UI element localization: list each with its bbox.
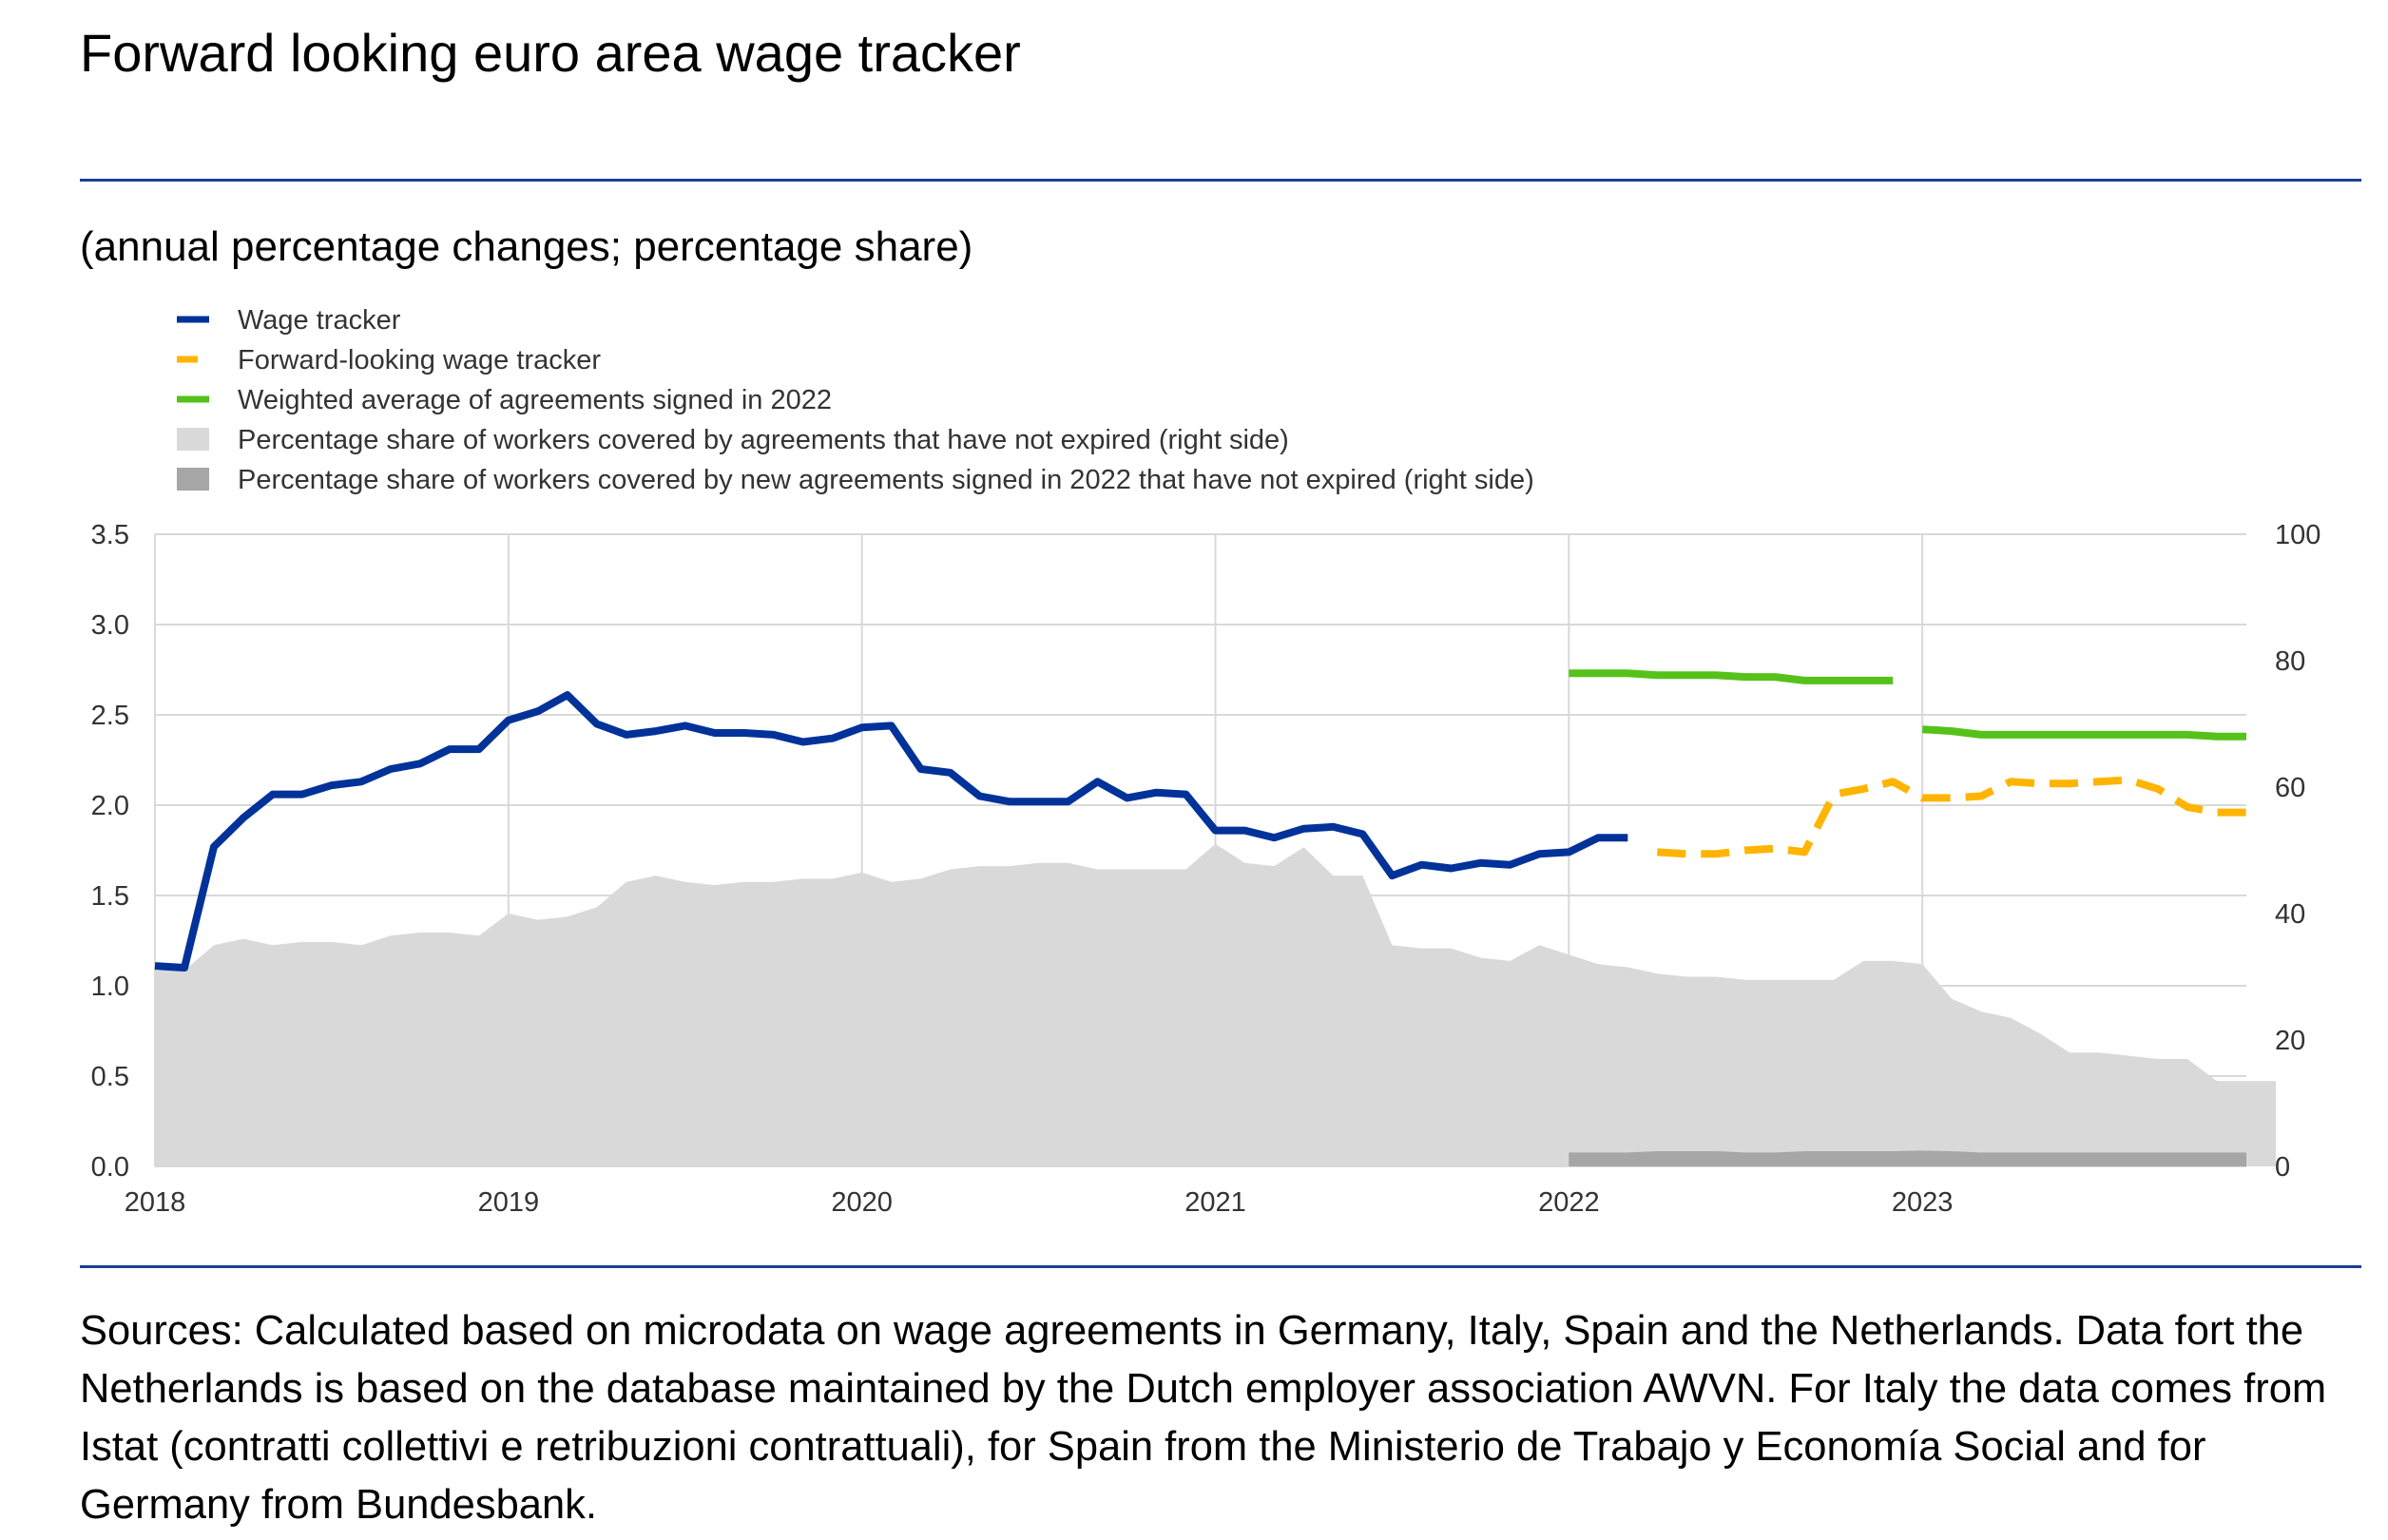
legend-swatch — [177, 428, 209, 451]
legend-swatch — [177, 468, 209, 491]
right-tick-label: 60 — [2275, 773, 2305, 803]
chart-title: Forward looking euro area wage tracker — [80, 23, 1021, 83]
left-tick-label: 3.0 — [91, 610, 129, 641]
right-tick-label: 100 — [2275, 520, 2321, 550]
left-tick-label: 2.5 — [91, 701, 129, 731]
line-series-1 — [1657, 776, 2246, 858]
right-tick-label: 0 — [2275, 1152, 2290, 1183]
legend-label: Percentage share of workers covered by a… — [238, 425, 1289, 455]
x-tick-label: 2021 — [1184, 1187, 1246, 1218]
area-series-5 — [1569, 1150, 2246, 1166]
x-tick-label: 2020 — [831, 1187, 893, 1218]
wage-tracker-chart: Wage tracker Forward-looking wage tracker… — [91, 305, 2321, 1218]
left-tick-label: 0.0 — [91, 1152, 129, 1183]
line-series-2 — [1569, 669, 1894, 684]
left-tick-label: 0.5 — [91, 1062, 129, 1092]
x-tick-label: 2018 — [125, 1187, 186, 1218]
chart-subtitle: (annual percentage changes; percentage s… — [80, 223, 973, 270]
x-tick-label: 2023 — [1892, 1187, 1954, 1218]
legend-label: Wage tracker — [238, 305, 401, 336]
left-tick-label: 3.5 — [91, 520, 129, 550]
left-tick-label: 1.0 — [91, 972, 129, 1002]
left-tick-label: 1.5 — [91, 881, 129, 912]
legend-label: Forward-looking wage tracker — [238, 345, 601, 375]
area-series — [155, 843, 2276, 1166]
x-tick-label: 2022 — [1538, 1187, 1600, 1218]
axes: 0.0 0.5 1.0 1.5 2.0 2.5 3.0 3.5 0 20 40 60 80 100 2018… — [91, 520, 2321, 1218]
x-tick-label: 2019 — [478, 1187, 540, 1218]
top-rule — [80, 179, 2361, 182]
line-series-3 — [1921, 725, 2246, 741]
right-tick-label: 80 — [2275, 646, 2305, 677]
sources-note: Sources: Calculated based on microdata o… — [80, 1308, 2327, 1528]
legend-label: Weighted average of agreements signed in… — [238, 385, 832, 415]
line-series — [154, 669, 2246, 972]
area-series-4 — [155, 843, 2276, 1166]
bottom-rule — [80, 1265, 2361, 1268]
right-tick-label: 20 — [2275, 1026, 2305, 1056]
left-tick-label: 2.0 — [91, 791, 129, 821]
legend-label: Percentage share of workers covered by n… — [238, 465, 1534, 495]
line-series-0 — [154, 691, 1628, 972]
legend: Wage tracker Forward-looking wage tracker… — [177, 305, 1534, 495]
right-tick-label: 40 — [2275, 899, 2305, 930]
